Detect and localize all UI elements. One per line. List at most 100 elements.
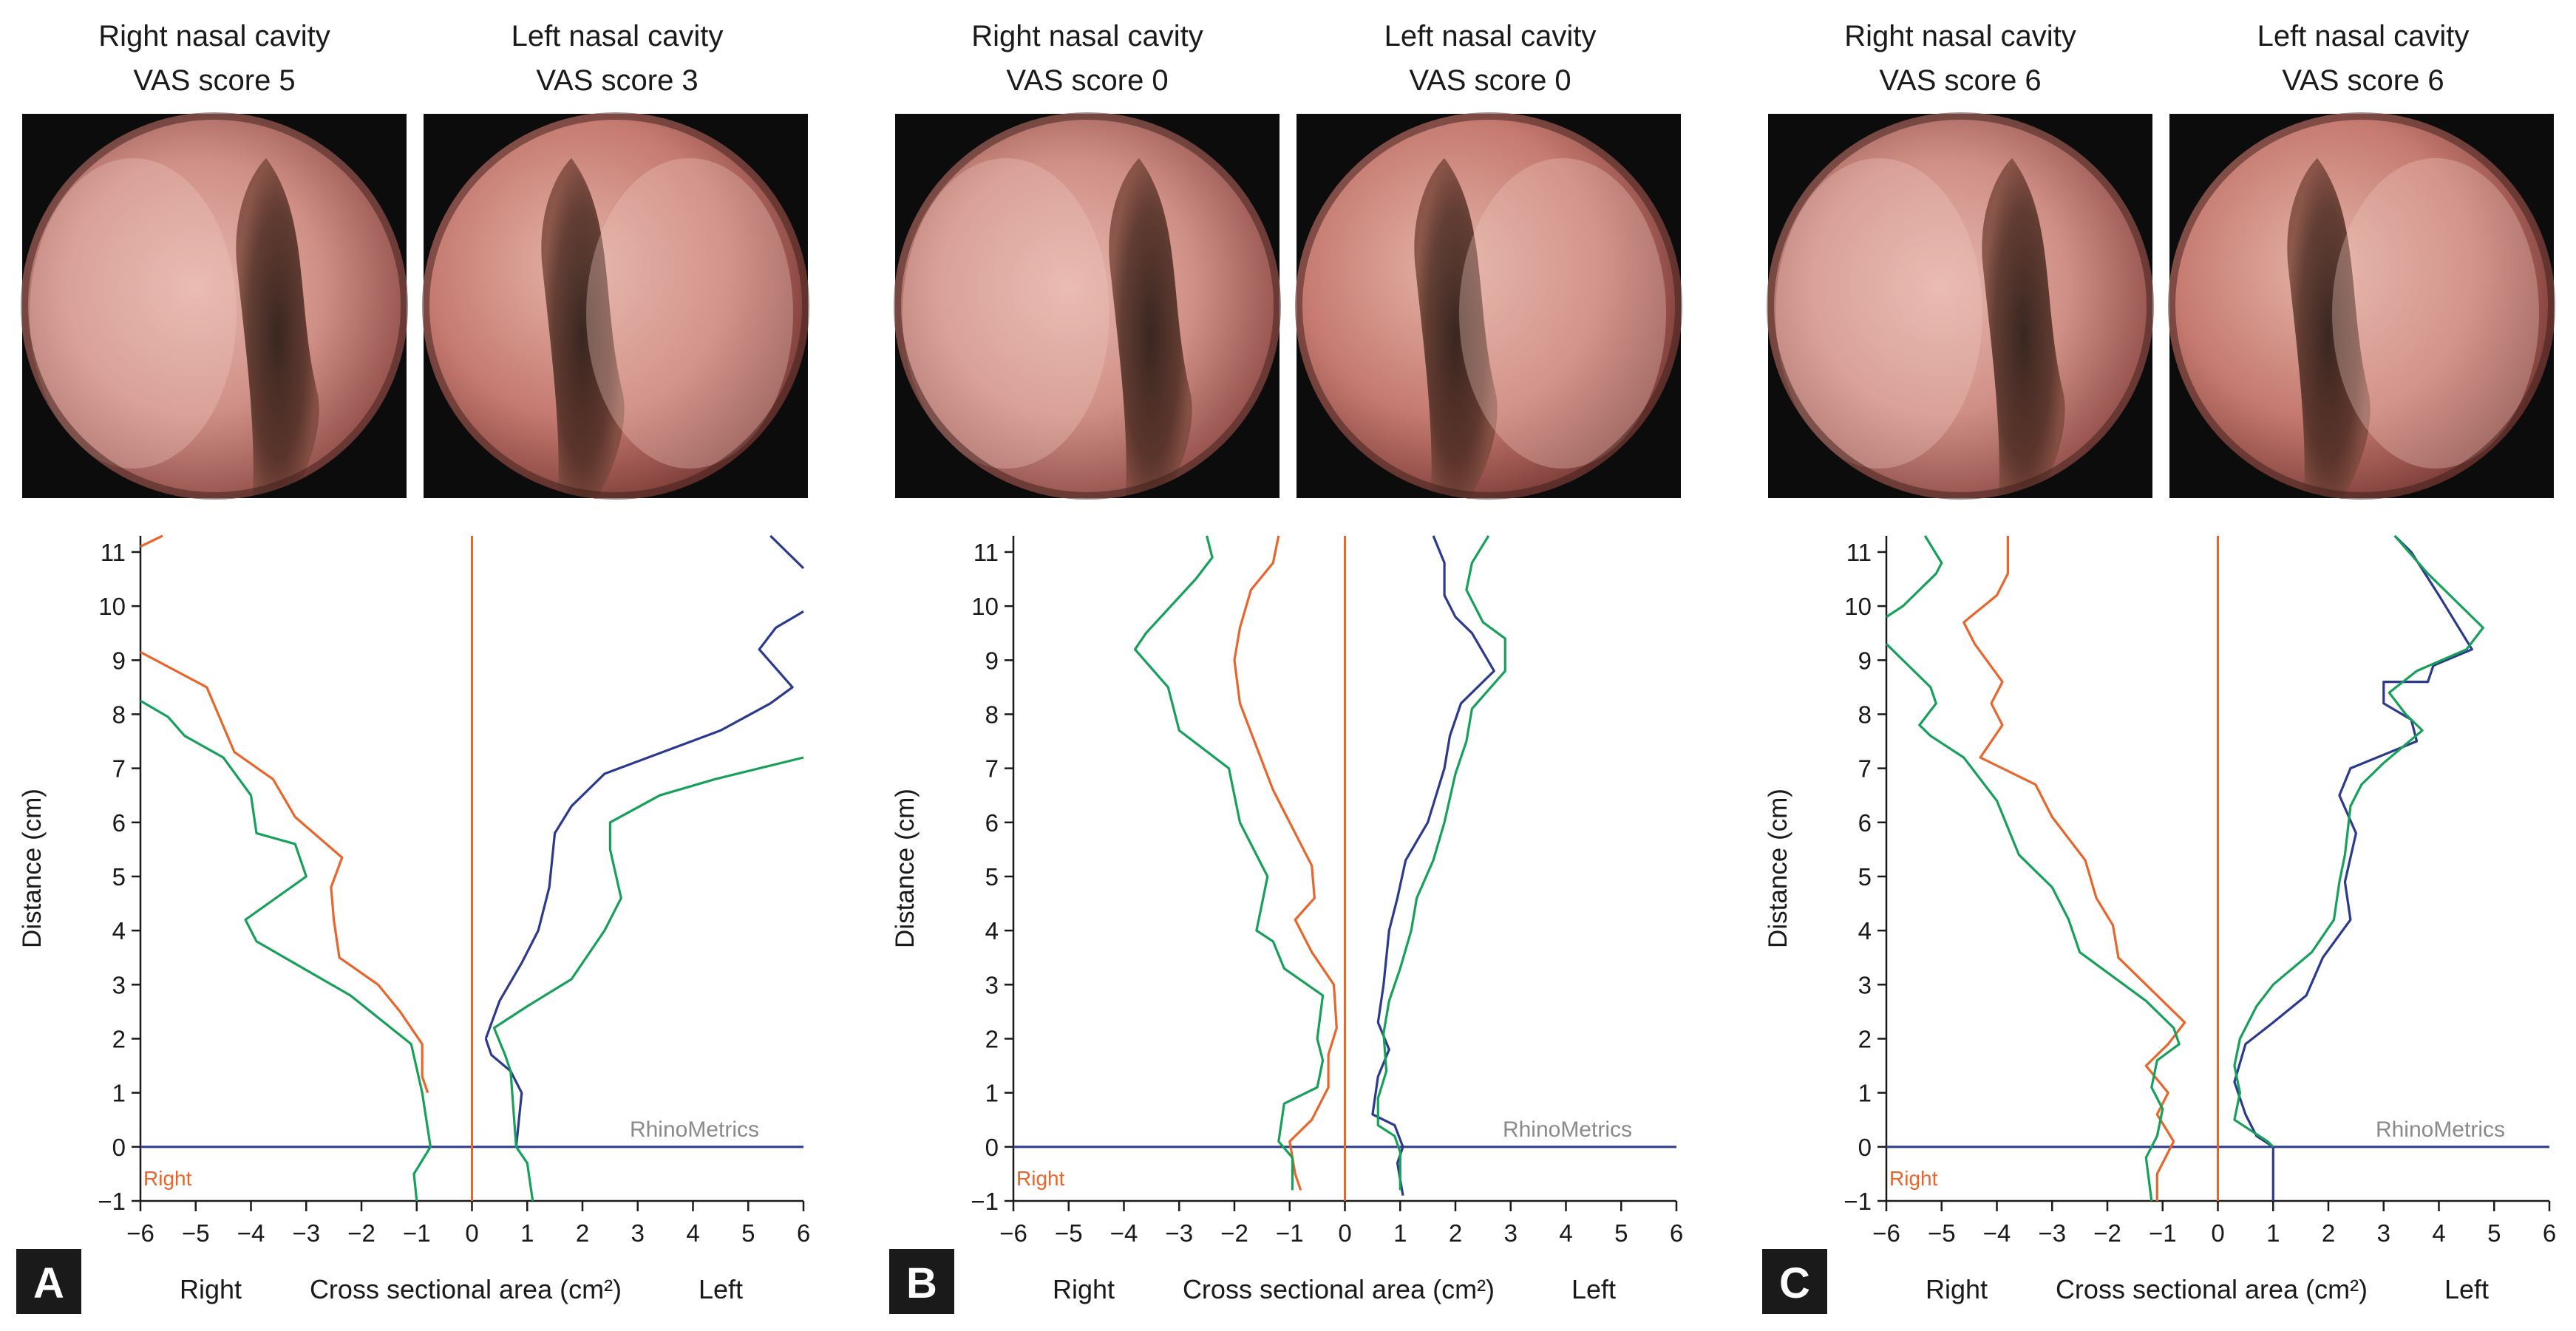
series-orange-0 xyxy=(1962,536,2186,1201)
rhinometry-plot: −1 0 1 2 3 4 5 6 7 8 9 10 11 −6 −5 −4 −3 −2 −1 0 1 2 3 4 5 6 Rhino… xyxy=(18,534,810,1304)
y-tick-label: −1 xyxy=(971,1188,999,1215)
series-navy-2 xyxy=(1371,535,1495,1196)
x-tick-label: 4 xyxy=(1559,1219,1572,1247)
x-tick-label: 0 xyxy=(465,1219,478,1247)
y-tick-label: 1 xyxy=(1858,1080,1872,1107)
panel-letter-badge xyxy=(1762,1249,1827,1314)
rhinometry-plot: −1 0 1 2 3 4 5 6 7 8 9 10 11 −6 −5 −4 −3 −2 −1 0 1 2 3 4 5 6 Rhino… xyxy=(891,535,1683,1304)
y-tick-label: 3 xyxy=(112,971,126,998)
x-tick-label: 1 xyxy=(520,1219,534,1247)
y-tick-label: 6 xyxy=(112,809,126,837)
y-tick-label: 9 xyxy=(112,647,126,674)
x-tick-label: 4 xyxy=(2432,1219,2445,1247)
series-navy-3 xyxy=(2233,534,2473,1201)
series-green-2 xyxy=(1885,643,2181,1202)
x-axis-label: Cross sectional area (cm²) xyxy=(2056,1274,2368,1304)
y-tick-label: 2 xyxy=(1858,1025,1872,1052)
side-label-right: Right xyxy=(1016,1167,1065,1190)
x-tick-label: 3 xyxy=(2377,1219,2390,1247)
endoscopic-image-left xyxy=(422,112,809,500)
x-tick-label: 6 xyxy=(2543,1219,2556,1247)
turbinate-highlight xyxy=(903,158,1109,469)
x-axis-label: Cross sectional area (cm²) xyxy=(310,1274,622,1304)
y-tick-label: 11 xyxy=(973,539,999,566)
watermark-rhinometrics: RhinoMetrics xyxy=(630,1117,759,1142)
series-green-2 xyxy=(140,699,432,1202)
photo-tissue xyxy=(2168,112,2555,500)
watermark-rhinometrics: RhinoMetrics xyxy=(2376,1117,2505,1142)
y-tick-label: 0 xyxy=(985,1134,999,1161)
right-cavity-title: Right nasal cavity xyxy=(98,20,330,52)
y-tick-label: 4 xyxy=(985,917,999,944)
y-tick-label: 6 xyxy=(1858,809,1872,837)
panel-a: Right nasal cavity VAS score 5 Left nasal … xyxy=(16,20,810,1314)
y-tick-label: 2 xyxy=(985,1025,999,1052)
y-axis-label: Distance (cm) xyxy=(1764,789,1792,948)
x-tick-label: −5 xyxy=(182,1219,210,1247)
x-tick-label: 2 xyxy=(576,1219,589,1247)
panel-letter: A xyxy=(33,1259,64,1307)
panel-letter: C xyxy=(1779,1259,1810,1307)
y-tick-label: 4 xyxy=(1858,917,1872,944)
x-tick-label: −5 xyxy=(1928,1219,1956,1247)
y-tick-label: 11 xyxy=(101,539,126,566)
y-tick-label: 6 xyxy=(985,809,999,837)
y-tick-label: 1 xyxy=(112,1080,126,1107)
mucosa xyxy=(895,114,1279,498)
turbinate-highlight xyxy=(1775,158,1982,469)
x-tick-label: 6 xyxy=(797,1219,810,1247)
x-tick-label: −4 xyxy=(1110,1219,1138,1247)
side-label-right: Right xyxy=(143,1167,192,1190)
series-green-1 xyxy=(1133,535,1325,1191)
y-tick-label: 10 xyxy=(98,593,126,620)
y-tick-label: 8 xyxy=(1858,701,1872,728)
x-tick-label: −2 xyxy=(347,1219,375,1247)
airway-passage xyxy=(541,158,625,500)
x-tick-label: 0 xyxy=(2211,1219,2224,1247)
y-axis-label: Distance (cm) xyxy=(18,789,47,948)
photo-tissue xyxy=(21,112,408,500)
x-label-left-side: Left xyxy=(2444,1274,2489,1304)
series-orange-1 xyxy=(140,534,163,548)
y-tick-label: 7 xyxy=(985,755,999,783)
series-orange-0 xyxy=(140,650,429,1094)
airway-passage xyxy=(2287,158,2371,500)
right-vas-score: VAS score 0 xyxy=(1006,64,1168,97)
y-tick-label: 1 xyxy=(985,1080,999,1107)
left-vas-score: VAS score 3 xyxy=(536,64,698,97)
x-tick-label: 5 xyxy=(2487,1219,2501,1247)
x-tick-label: −4 xyxy=(1983,1219,2011,1247)
y-tick-label: 7 xyxy=(112,755,126,783)
right-vas-score: VAS score 6 xyxy=(1879,64,2041,97)
series-orange-0 xyxy=(1233,535,1338,1191)
endoscopic-image-right xyxy=(1767,112,2154,500)
x-tick-label: 2 xyxy=(2322,1219,2335,1247)
y-tick-label: 3 xyxy=(1858,971,1872,998)
x-tick-label: 0 xyxy=(1338,1219,1351,1247)
airway-passage xyxy=(1414,158,1498,500)
x-label-right-side: Right xyxy=(180,1274,242,1304)
left-cavity-title: Left nasal cavity xyxy=(1384,20,1597,52)
x-tick-label: −3 xyxy=(2038,1219,2066,1247)
y-tick-label: 9 xyxy=(985,647,999,674)
series-green-4 xyxy=(2233,534,2484,1148)
series-green-6 xyxy=(514,1146,534,1202)
y-tick-label: 5 xyxy=(1858,863,1872,891)
y-tick-label: −1 xyxy=(1843,1188,1872,1215)
y-tick-label: 10 xyxy=(1844,593,1872,620)
x-tick-label: 1 xyxy=(1393,1219,1407,1247)
turbinate-highlight xyxy=(1459,158,1666,469)
x-tick-label: 3 xyxy=(631,1219,645,1247)
airway-passage xyxy=(236,158,319,500)
x-tick-label: −6 xyxy=(999,1219,1027,1247)
x-tick-label: 5 xyxy=(741,1219,755,1247)
x-tick-label: −2 xyxy=(1220,1219,1248,1247)
endoscopic-image-right xyxy=(21,112,408,500)
photo-tissue xyxy=(422,112,809,500)
endoscopic-image-left xyxy=(1295,112,1682,500)
mucosa xyxy=(1768,114,2152,498)
right-vas-score: VAS score 5 xyxy=(133,64,295,97)
right-cavity-title: Right nasal cavity xyxy=(971,20,1203,52)
panel-c: Right nasal cavity VAS score 6 Left nasal … xyxy=(1762,20,2556,1314)
